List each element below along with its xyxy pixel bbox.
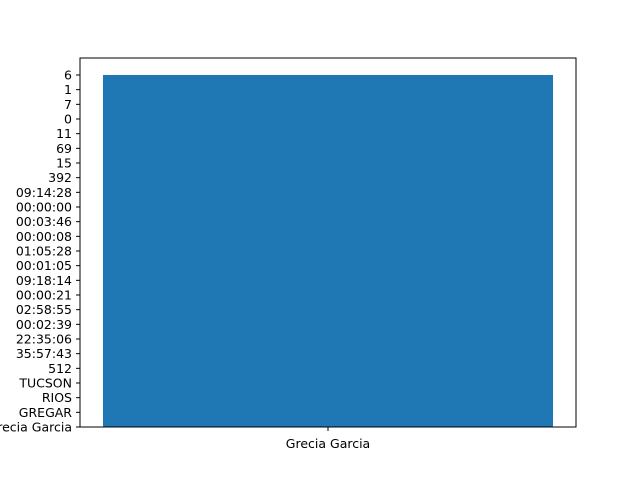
y-tick-label: 35:57:43	[16, 346, 72, 361]
y-tick-label: 00:00:08	[16, 229, 72, 244]
y-tick-label: 22:35:06	[16, 332, 72, 347]
y-tick-label: GREGAR	[19, 405, 73, 420]
y-tick-label: 00:00:00	[16, 200, 72, 215]
y-tick-label: Grecia Garcia	[0, 420, 72, 435]
y-tick-label: TUCSON	[18, 376, 72, 391]
y-tick-label: 392	[48, 170, 72, 185]
y-tick-label: 09:14:28	[16, 185, 72, 200]
x-axis-ticks: Grecia Garcia	[286, 427, 370, 451]
y-tick-label: 1	[64, 82, 72, 97]
x-tick-label: Grecia Garcia	[286, 436, 370, 451]
y-axis-ticks: Grecia GarciaGREGARRIOSTUCSON51235:57:43…	[0, 68, 80, 435]
y-tick-label: 69	[56, 141, 72, 156]
y-tick-label: RIOS	[42, 390, 72, 405]
y-tick-label: 01:05:28	[16, 244, 72, 259]
y-tick-label: 512	[48, 361, 72, 376]
y-tick-label: 0	[64, 112, 72, 127]
y-tick-label: 02:58:55	[16, 302, 72, 317]
y-tick-label: 00:02:39	[16, 317, 72, 332]
y-tick-label: 09:18:14	[16, 273, 72, 288]
bars-group	[103, 75, 553, 427]
y-tick-label: 00:00:21	[16, 288, 72, 303]
y-tick-label: 00:01:05	[16, 258, 72, 273]
y-tick-label: 00:03:46	[16, 214, 72, 229]
bar	[103, 75, 553, 427]
y-tick-label: 7	[64, 97, 72, 112]
y-tick-label: 6	[64, 68, 72, 83]
y-tick-label: 15	[56, 156, 72, 171]
y-tick-label: 11	[56, 126, 72, 141]
